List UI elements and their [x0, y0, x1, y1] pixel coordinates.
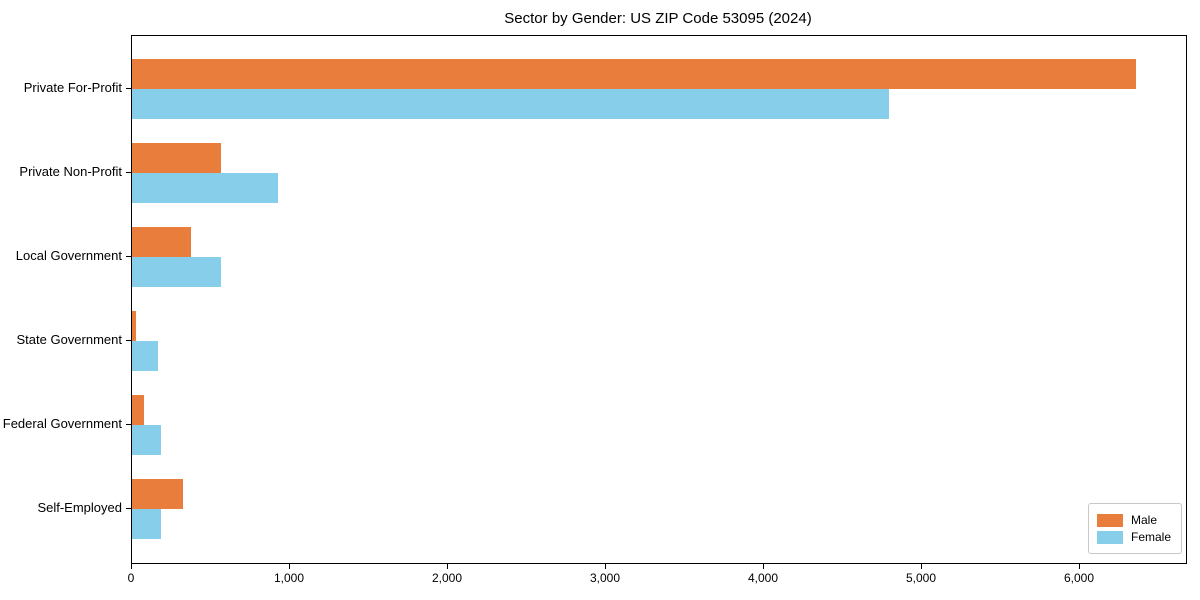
chart-title: Sector by Gender: US ZIP Code 53095 (202…	[504, 10, 812, 27]
legend-entry-female: Female	[1096, 530, 1171, 544]
y-tick	[126, 256, 131, 257]
bar-state-government-male	[132, 311, 136, 341]
legend-swatch-female	[1096, 530, 1123, 544]
bar-private-for-profit-male	[132, 59, 1137, 89]
x-tick-label-5-000: 5,000	[905, 571, 937, 585]
bar-private-non-profit-female	[132, 173, 279, 203]
bar-self-employed-male	[132, 479, 183, 509]
x-tick-label-2-000: 2,000	[431, 571, 463, 585]
x-tick	[1079, 564, 1080, 569]
y-tick-label-state-government: State Government	[16, 332, 123, 347]
legend-label-female: Female	[1130, 530, 1171, 544]
y-tick-label-private-non-profit: Private Non-Profit	[19, 164, 122, 179]
y-tick-label-local-government: Local Government	[15, 248, 122, 263]
x-tick-label-3-000: 3,000	[589, 571, 621, 585]
y-tick	[126, 88, 131, 89]
x-tick-label-6-000: 6,000	[1063, 571, 1095, 585]
x-tick	[921, 564, 922, 569]
bar-private-non-profit-male	[132, 143, 222, 173]
legend-entry-male: Male	[1096, 513, 1171, 527]
y-tick-label-private-for-profit: Private For-Profit	[23, 80, 122, 95]
legend-label-male: Male	[1130, 513, 1157, 527]
y-tick-label-self-employed: Self-Employed	[37, 500, 122, 515]
bar-state-government-female	[132, 341, 159, 371]
bar-private-for-profit-female	[132, 89, 889, 119]
x-tick	[131, 564, 132, 569]
legend-swatch-male	[1096, 513, 1123, 527]
x-tick-label-1-000: 1,000	[273, 571, 305, 585]
plot-area: Male Female	[131, 35, 1187, 564]
x-tick	[447, 564, 448, 569]
x-tick	[605, 564, 606, 569]
x-tick	[289, 564, 290, 569]
x-tick-label-0: 0	[127, 571, 135, 585]
y-tick-label-federal-government: Federal Government	[2, 416, 122, 431]
x-tick	[763, 564, 764, 569]
bar-federal-government-male	[132, 395, 144, 425]
bar-self-employed-female	[132, 509, 162, 539]
bar-federal-government-female	[132, 425, 162, 455]
bar-local-government-male	[132, 227, 192, 257]
y-tick	[126, 424, 131, 425]
x-tick-label-4-000: 4,000	[747, 571, 779, 585]
bar-local-government-female	[132, 257, 222, 287]
y-tick	[126, 172, 131, 173]
y-tick	[126, 340, 131, 341]
y-tick	[126, 508, 131, 509]
legend: Male Female	[1087, 503, 1182, 554]
